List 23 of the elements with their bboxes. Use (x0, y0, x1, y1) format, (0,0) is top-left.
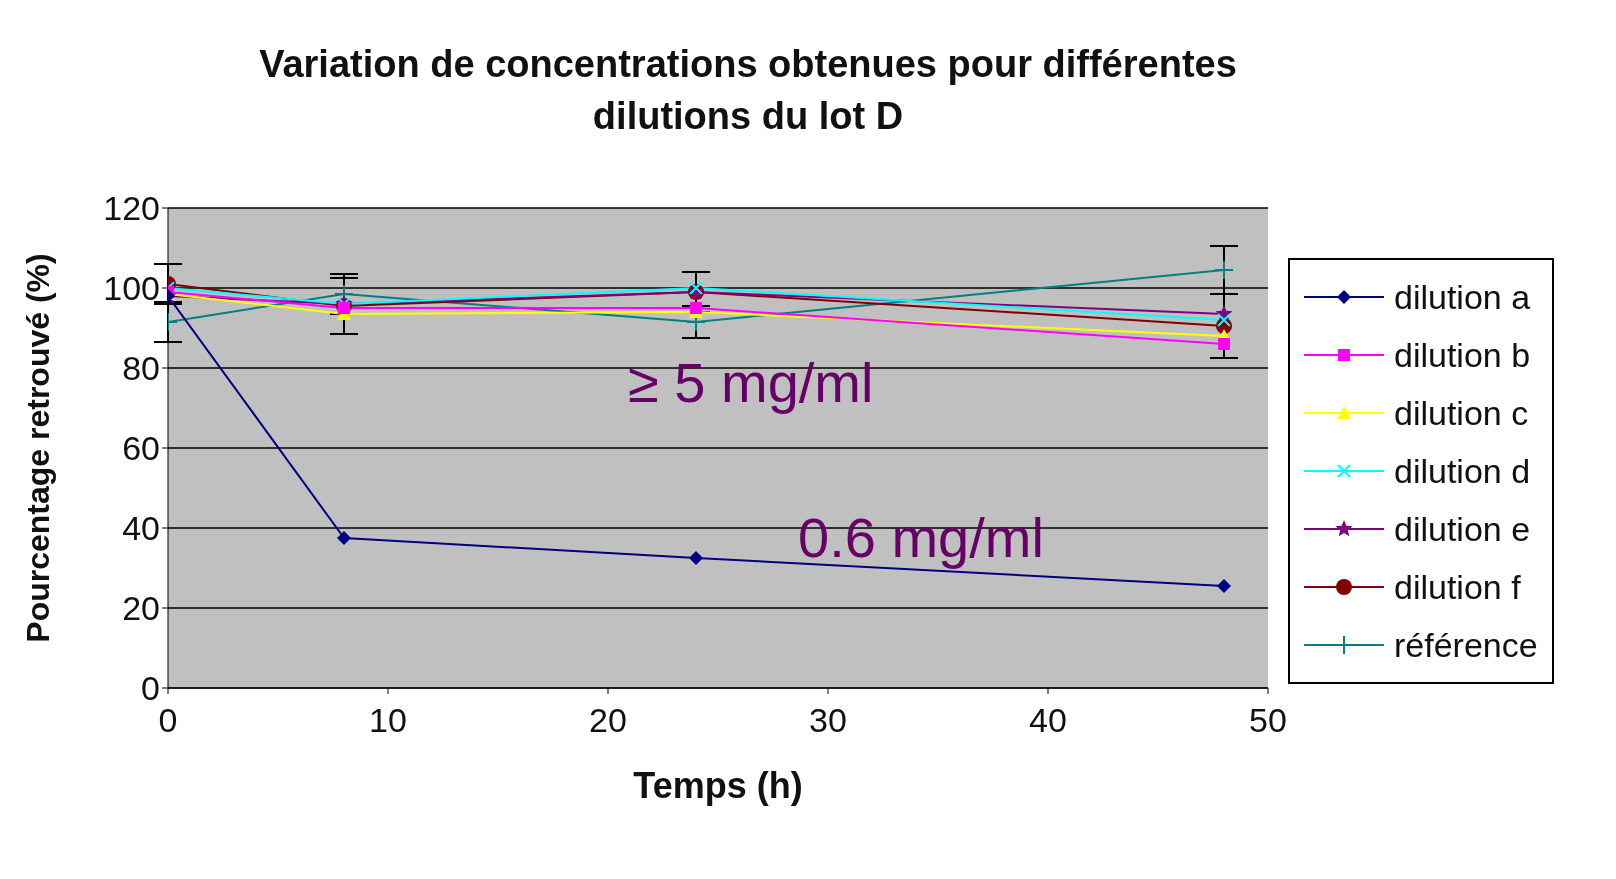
legend-label: référence (1394, 625, 1538, 665)
y-tick-label: 20 (122, 589, 160, 628)
annotation: ≥ 5 mg/ml (628, 351, 874, 414)
x-tick-label: 10 (369, 701, 407, 740)
x-tick-label: 50 (1249, 701, 1287, 740)
x-tick-label: 30 (809, 701, 847, 740)
y-tick-label: 0 (141, 669, 160, 708)
x-tick-label: 40 (1029, 701, 1067, 740)
legend-label: dilution e (1394, 509, 1531, 549)
y-tick-label: 120 (103, 189, 160, 228)
x-tick-label: 20 (589, 701, 627, 740)
y-tick-label: 60 (122, 429, 160, 468)
y-tick-label: 40 (122, 509, 160, 548)
y-tick-label: 100 (103, 269, 160, 308)
legend-label: dilution c (1394, 393, 1529, 433)
y-tick-label: 80 (122, 349, 160, 388)
y-axis-title: Pourcentage retrouvé (%) (20, 253, 57, 643)
x-axis-title: Temps (h) (633, 765, 803, 806)
chart-title: Variation de concentrations obtenues pour différentes dilutions du lot D (258, 42, 1238, 139)
legend-label: dilution a (1394, 277, 1531, 317)
legend-label: dilution f (1394, 567, 1521, 607)
legend-label: dilution d (1394, 451, 1531, 491)
legend-label: dilution b (1394, 335, 1531, 375)
